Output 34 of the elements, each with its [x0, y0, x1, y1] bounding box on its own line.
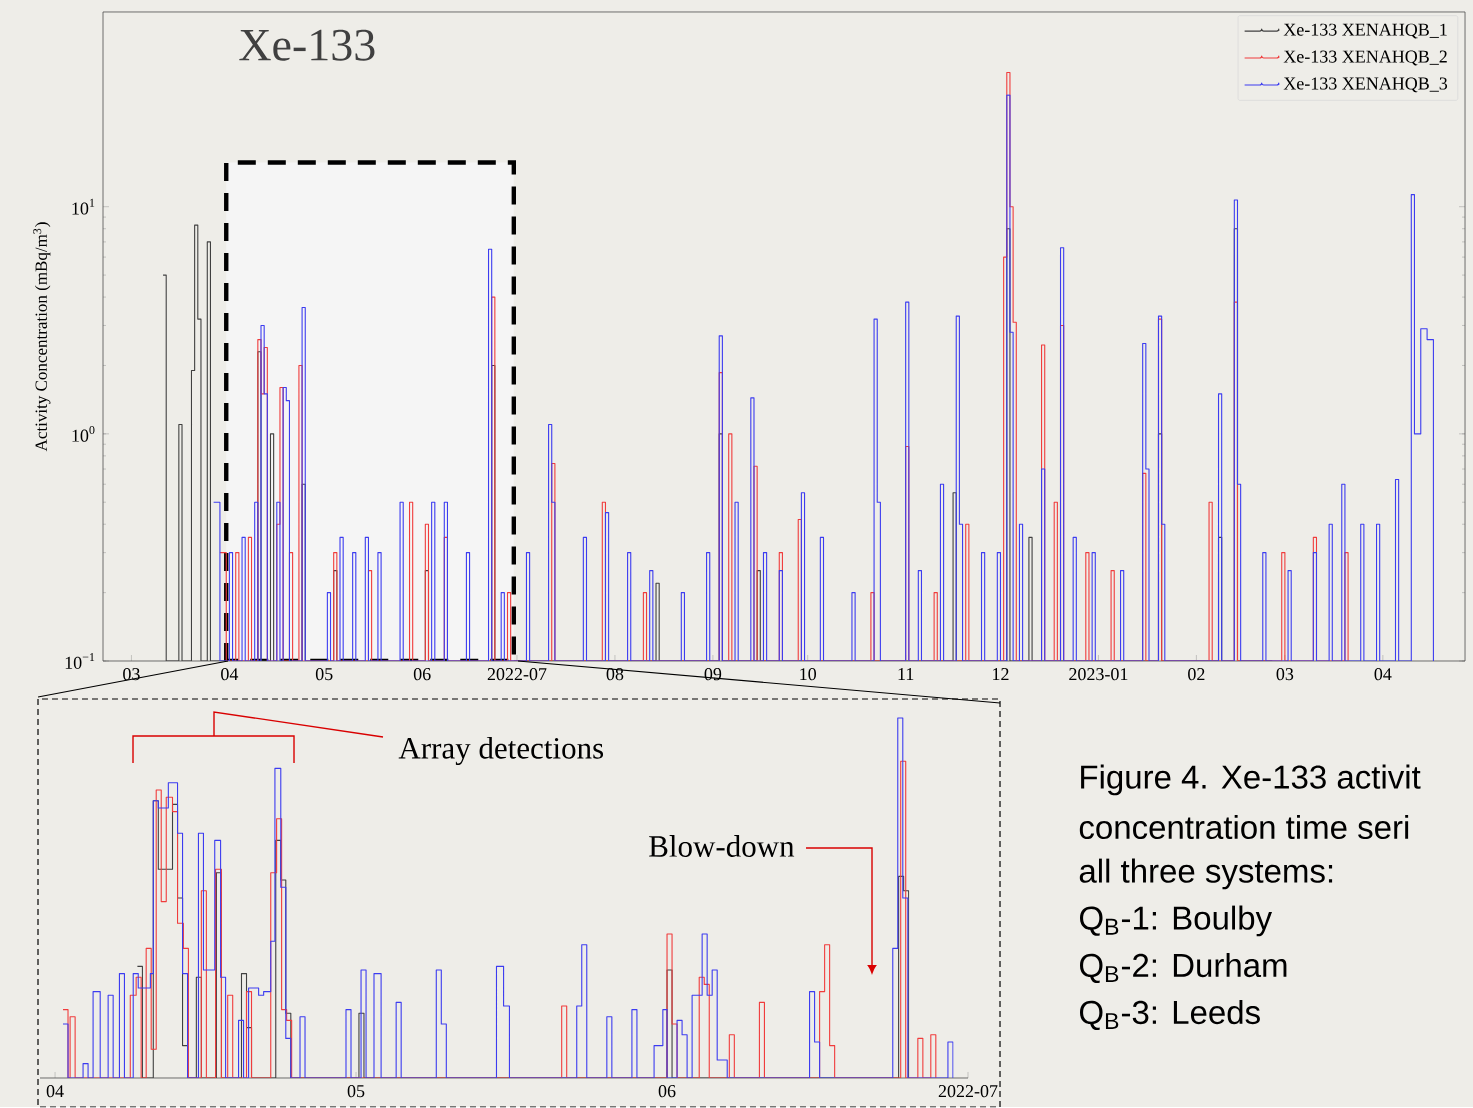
x-tick-label: 05 [347, 1085, 365, 1098]
text: all three systems: [1079, 858, 1333, 890]
text: Q$_{B}$-1: Boulby [1079, 905, 1273, 937]
legend-label: Xe-133 XENAHQB_1 [1283, 23, 1447, 39]
y-tick-label: 10$^{0}$ [72, 426, 95, 442]
x-tick-label: 02 [1188, 668, 1205, 681]
x-tick-label: 12 [993, 668, 1009, 681]
x-tick-label: 08 [606, 668, 624, 681]
text: Q$_{B}$-3: Leeds [1079, 1000, 1260, 1031]
x-tick-label: 2022-07 [938, 1085, 998, 1098]
x-tick-label: 03 [1276, 668, 1294, 681]
x-tick-label: 03 [123, 668, 140, 681]
x-tick-label: 04 [221, 668, 239, 681]
x-tick-label: 11 [898, 668, 914, 681]
x-tick-label: 05 [315, 668, 333, 681]
x-tick-label: 06 [658, 1085, 676, 1098]
caption: Figure 4. Xe-133 activit [1081, 764, 1421, 796]
x-tick-label: 04 [1374, 668, 1392, 681]
annotation: Blow-down [649, 835, 795, 858]
legend-label: Xe-133 XENAHQB_3 [1283, 77, 1448, 93]
x-tick-label: 09 [704, 668, 722, 681]
text: Q$_{B}$-2: Durham [1079, 953, 1287, 984]
chart-title: Xe-133 [239, 29, 375, 61]
legend-label: Xe-133 XENAHQB_2 [1283, 50, 1447, 66]
y-tick-label: 10$^{1}$ [72, 199, 95, 215]
x-tick-label: 10 [800, 668, 817, 681]
x-tick-label: 2022-07 [487, 668, 547, 681]
x-tick-label: 06 [413, 668, 431, 681]
x-tick-label: 2023-01 [1069, 668, 1128, 681]
y-tick-label: 10$^{−1}$ [65, 653, 95, 670]
text: concentration time seri [1079, 815, 1409, 840]
x-tick-label: 04 [46, 1085, 64, 1098]
y-axis-title: Activity Concentration (mBq/m$^{3}$) [33, 222, 51, 452]
annotation: Array detections [398, 737, 604, 766]
